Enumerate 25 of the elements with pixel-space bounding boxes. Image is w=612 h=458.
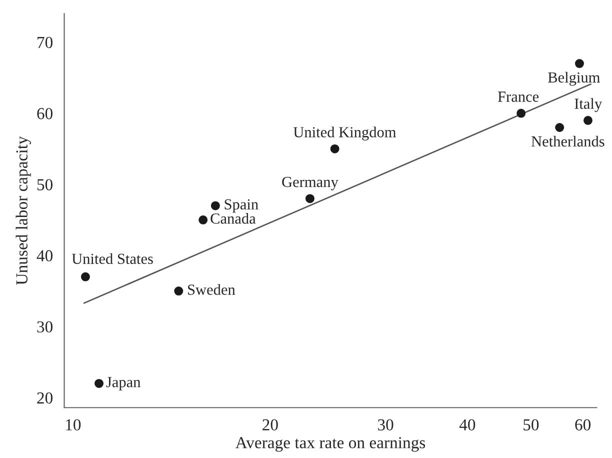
annotation: United Kingdom: [293, 126, 396, 140]
y-tick-label: 20: [37, 392, 53, 404]
annotation: Spain: [224, 199, 258, 213]
annotation: France: [498, 92, 539, 102]
y-tick-label: 50: [37, 179, 53, 190]
annotation: United States: [72, 253, 153, 264]
annotation: Netherlands: [531, 136, 604, 147]
x-tick-label: 50: [524, 419, 539, 430]
annotation: Canada: [210, 212, 256, 224]
x-tick-label: 20: [262, 419, 278, 430]
x-axis-title: Average tax rate on earnings: [235, 437, 426, 452]
annotation: Italy: [574, 98, 602, 112]
annotation: Germany: [282, 176, 338, 190]
x-tick-label: 60: [575, 419, 591, 430]
y-tick-label: 60: [37, 108, 53, 120]
y-tick-label: 30: [37, 321, 53, 333]
x-tick-label: 10: [66, 419, 81, 430]
annotation: Sweden: [188, 284, 236, 295]
y-axis-title: Unused labor capacity: [16, 136, 31, 285]
annotation: Belgium: [548, 72, 600, 86]
y-tick-label: 40: [36, 250, 53, 262]
x-tick-label: 30: [378, 419, 394, 430]
y-tick-label: 70: [38, 36, 53, 48]
x-tick-label: 40: [459, 419, 476, 430]
annotation: Japan: [106, 377, 141, 390]
